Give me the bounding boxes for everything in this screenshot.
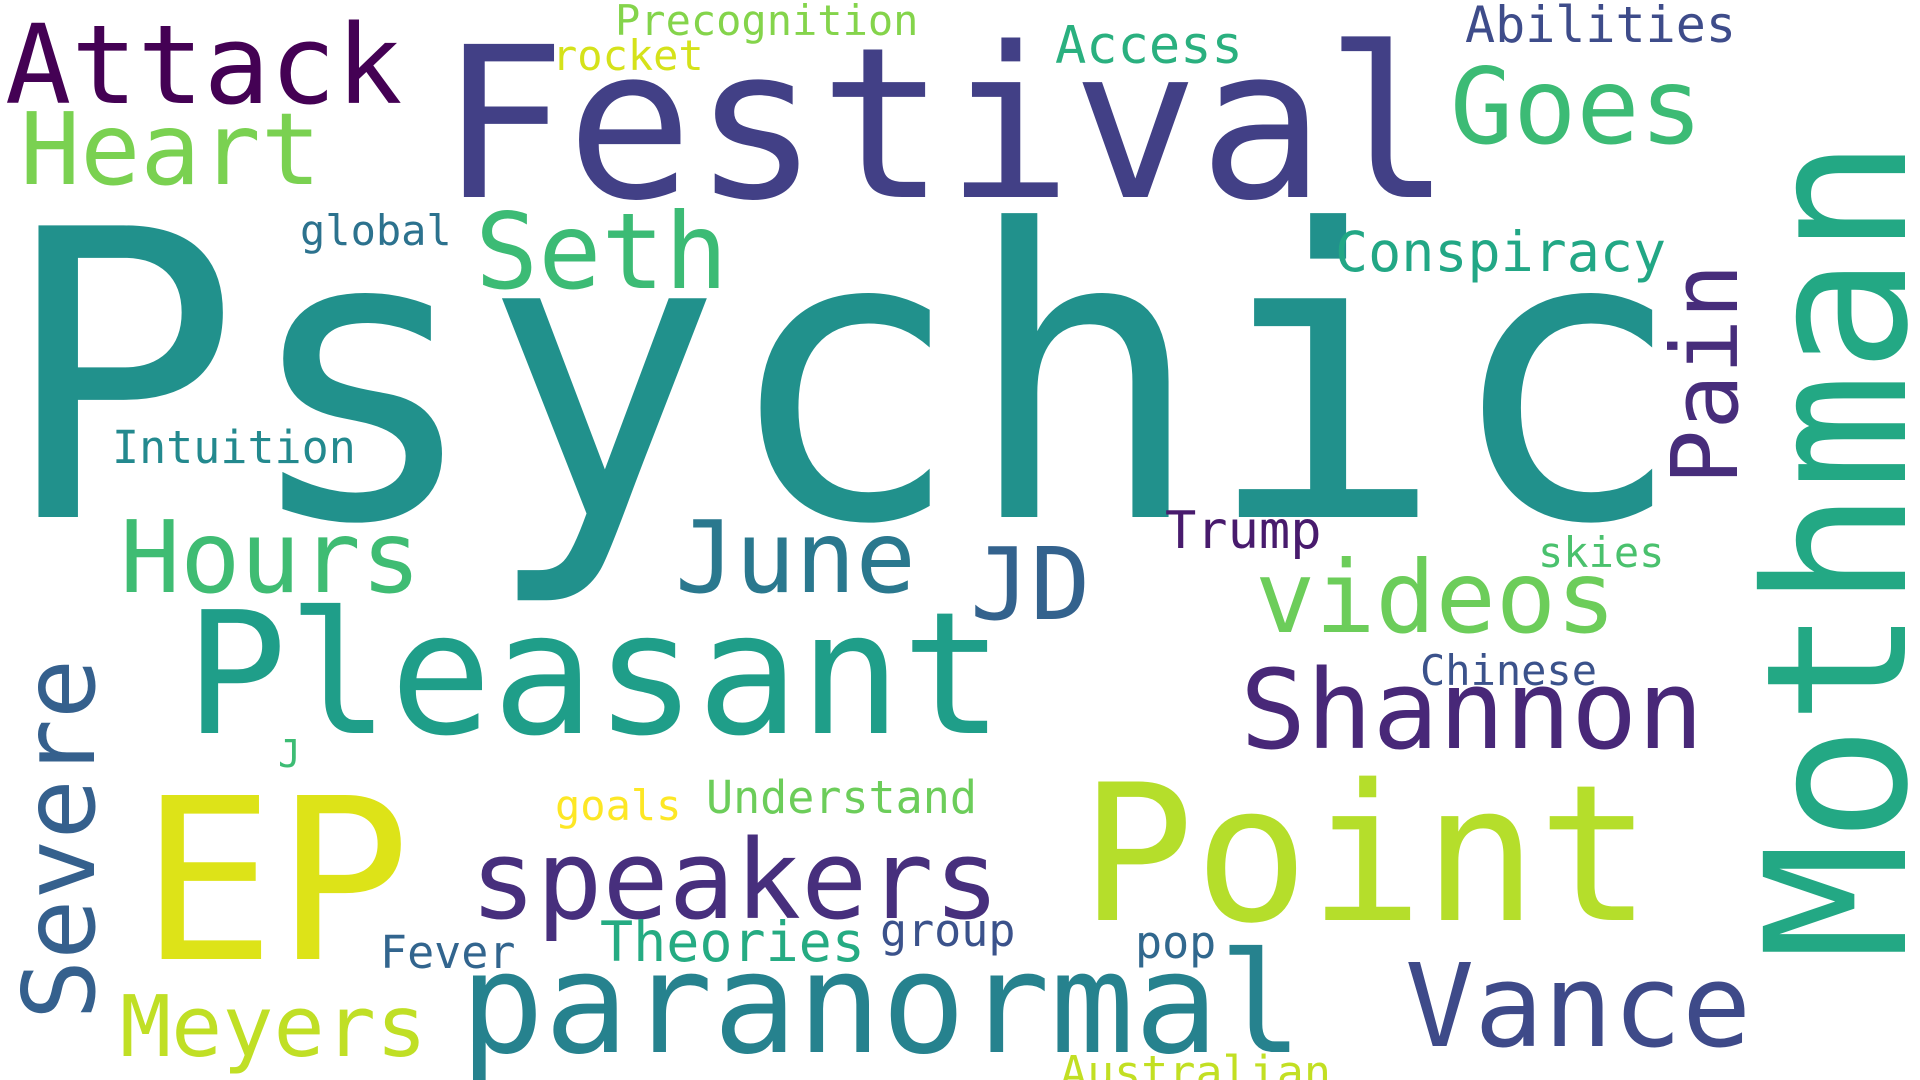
word-chinese: Chinese xyxy=(1420,646,1598,695)
word-access: Access xyxy=(1055,16,1243,76)
word-videos: videos xyxy=(1255,539,1617,656)
word-precognition: Precognition xyxy=(615,0,919,45)
word-pleasant: Pleasant xyxy=(185,576,1004,774)
word-seth: Seth xyxy=(475,191,728,313)
word-festival: Festival xyxy=(440,2,1452,247)
word-understand: Understand xyxy=(706,771,977,824)
word-rocket: rocket xyxy=(552,31,704,80)
word-shannon: Shannon xyxy=(1240,646,1704,774)
word-j: J xyxy=(278,732,301,776)
word-psychic: Psychic xyxy=(0,147,1686,612)
word-theories: Theories xyxy=(600,910,865,974)
word-group: group xyxy=(880,904,1016,957)
word-intuition: Intuition xyxy=(112,421,356,474)
word-jd: JD xyxy=(970,526,1091,643)
word-australian: Australian xyxy=(1060,1046,1331,1080)
word-attack: Attack xyxy=(5,1,403,129)
word-point: Point xyxy=(1080,744,1652,965)
word-pain: Pain xyxy=(1652,263,1759,485)
word-conspiracy: Conspiracy xyxy=(1335,220,1667,284)
word-june: June xyxy=(675,499,916,616)
word-ep: EP xyxy=(140,751,411,1013)
word-severe: Severe xyxy=(1,658,118,1020)
word-trump: Trump xyxy=(1165,501,1322,561)
word-mothman: Mothman xyxy=(1724,138,1920,960)
word-goals: goals xyxy=(555,781,682,830)
word-hours: Hours xyxy=(120,499,422,616)
word-pop: pop xyxy=(1135,916,1217,969)
word-vance: Vance xyxy=(1405,940,1752,1074)
word-global: global xyxy=(300,206,452,255)
word-skies: skies xyxy=(1538,528,1665,577)
word-paranormal: paranormal xyxy=(460,923,1303,1080)
word-meyers: Meyers xyxy=(120,978,428,1077)
word-abilities: Abilities xyxy=(1465,0,1736,54)
word-fever: Fever xyxy=(380,926,516,979)
word-goes: Goes xyxy=(1450,46,1703,168)
word-heart: Heart xyxy=(20,91,322,208)
word-speakers: speakers xyxy=(470,816,1000,944)
